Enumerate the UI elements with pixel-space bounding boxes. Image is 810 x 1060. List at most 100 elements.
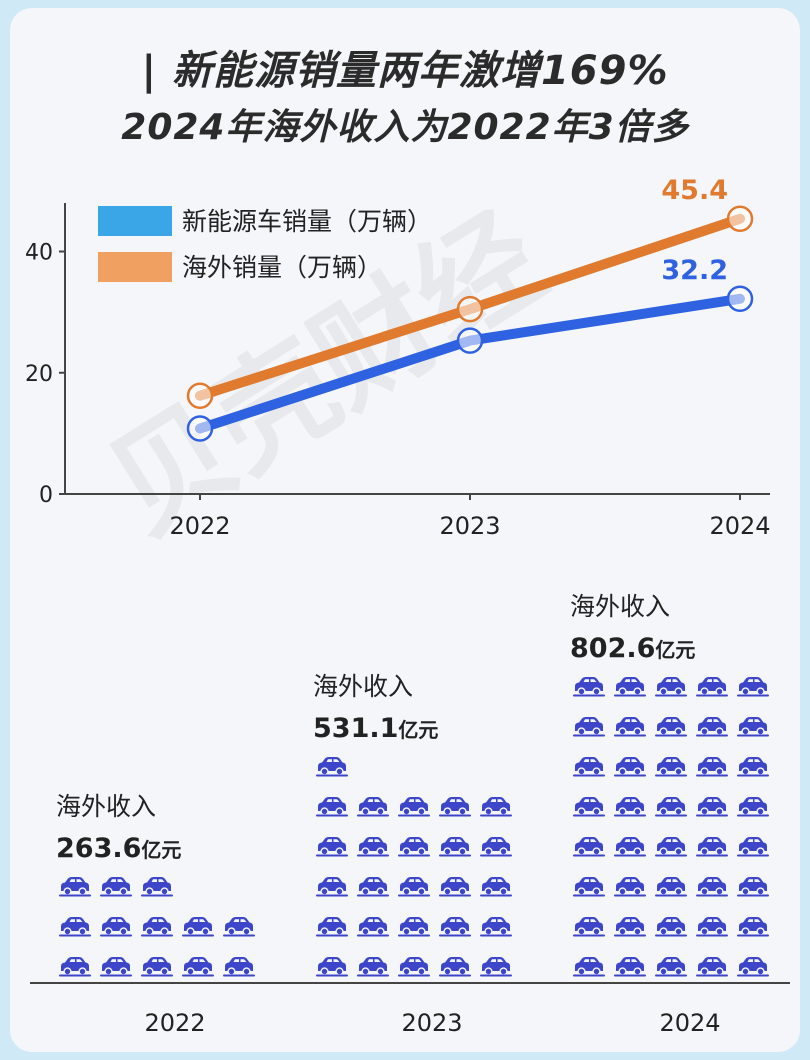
- car-icon: [572, 876, 606, 897]
- category-label: 2023: [401, 1009, 462, 1037]
- data-point: [456, 327, 484, 354]
- revenue-unit: 亿元: [655, 638, 695, 662]
- car-icon: [736, 756, 770, 777]
- car-icon: [736, 676, 770, 697]
- car-icon: [572, 916, 606, 937]
- data-label: 32.2: [661, 255, 728, 286]
- car-icon: [99, 956, 133, 977]
- car-icon: [479, 916, 513, 937]
- car-icon: [222, 916, 256, 937]
- car-icon: [654, 916, 688, 937]
- data-point: [726, 285, 754, 313]
- car-icon: [438, 916, 472, 937]
- car-icon: [438, 796, 472, 817]
- category-label: 2022: [144, 1009, 205, 1037]
- car-icon: [140, 916, 174, 937]
- car-icon: [140, 956, 174, 977]
- car-icon: [315, 756, 349, 777]
- car-icon: [654, 956, 688, 977]
- car-icon: [613, 716, 647, 737]
- car-icon: [58, 956, 92, 977]
- car-icon: [736, 836, 770, 857]
- legend-swatch: [98, 206, 172, 236]
- y-tick-label: 20: [25, 362, 53, 387]
- car-icon: [736, 716, 770, 737]
- revenue-label: 海外收入: [313, 672, 413, 701]
- car-icon: [654, 756, 688, 777]
- car-icon: [654, 716, 688, 737]
- car-icon: [613, 676, 647, 697]
- data-point: [186, 415, 214, 442]
- car-icon: [315, 796, 349, 817]
- car-icon: [695, 956, 729, 977]
- car-icon: [58, 916, 92, 937]
- car-icon: [654, 836, 688, 857]
- car-icon: [222, 956, 256, 977]
- car-icon: [654, 676, 688, 697]
- revenue-label: 海外收入: [56, 792, 156, 821]
- car-icon: [736, 916, 770, 937]
- car-icon: [438, 956, 472, 977]
- legend-label: 新能源车销量（万辆）: [182, 207, 432, 236]
- car-icon: [572, 956, 606, 977]
- car-icon: [695, 836, 729, 857]
- data-label: 45.4: [661, 175, 728, 206]
- car-icon: [572, 836, 606, 857]
- x-tick-label: 2024: [709, 512, 770, 540]
- car-icon: [695, 916, 729, 937]
- data-point: [726, 205, 754, 233]
- car-icon: [356, 916, 390, 937]
- title-line-2: 2024年海外收入为2022年3倍多: [121, 107, 689, 148]
- car-icon: [397, 836, 431, 857]
- y-tick-label: 0: [39, 483, 53, 508]
- car-icon: [654, 796, 688, 817]
- car-icon: [99, 916, 133, 937]
- car-icon: [58, 876, 92, 897]
- chart-canvas: 0 20 40 2022 2023 2024 新能源车销量（万辆） 海外销量（万辆） 32.2 4…: [25, 175, 790, 1037]
- car-icon: [397, 876, 431, 897]
- car-icon: [654, 876, 688, 897]
- car-icon: [736, 956, 770, 977]
- y-tick-label: 40: [25, 241, 53, 266]
- legend-label: 海外销量（万辆）: [182, 253, 382, 282]
- car-icon: [397, 956, 431, 977]
- revenue-value: 263.6亿元: [56, 833, 181, 864]
- car-icon: [613, 796, 647, 817]
- car-icon: [181, 956, 215, 977]
- infographic-card: | 新能源销量两年激增169% 2024年海外收入为2022年3倍多 贝壳财经 …: [10, 8, 800, 1052]
- car-icon: [736, 796, 770, 817]
- car-icon: [356, 796, 390, 817]
- car-icon: [479, 956, 513, 977]
- car-icon: [695, 756, 729, 777]
- car-icon: [572, 756, 606, 777]
- car-icon: [99, 876, 133, 897]
- car-icon: [181, 916, 215, 937]
- car-icon: [356, 876, 390, 897]
- car-icon: [479, 836, 513, 857]
- car-icon: [695, 796, 729, 817]
- car-icon: [356, 956, 390, 977]
- car-icon: [438, 876, 472, 897]
- car-icon: [315, 956, 349, 977]
- legend-swatch: [98, 252, 172, 282]
- data-point: [186, 382, 214, 410]
- car-icon: [356, 836, 390, 857]
- car-icon: [315, 836, 349, 857]
- x-tick-label: 2022: [169, 512, 230, 540]
- car-icon: [397, 796, 431, 817]
- car-icon: [613, 836, 647, 857]
- car-icon: [695, 676, 729, 697]
- revenue-unit: 亿元: [398, 718, 438, 742]
- car-icon: [613, 756, 647, 777]
- car-icon: [397, 916, 431, 937]
- car-icon: [613, 876, 647, 897]
- car-icon: [438, 836, 472, 857]
- category-label: 2024: [659, 1009, 720, 1037]
- car-icon: [572, 716, 606, 737]
- car-icon: [613, 956, 647, 977]
- car-icon: [479, 796, 513, 817]
- car-icon: [315, 916, 349, 937]
- data-point: [456, 295, 484, 323]
- title-line-1: | 新能源销量两年激增169%: [141, 48, 669, 94]
- car-icon: [695, 716, 729, 737]
